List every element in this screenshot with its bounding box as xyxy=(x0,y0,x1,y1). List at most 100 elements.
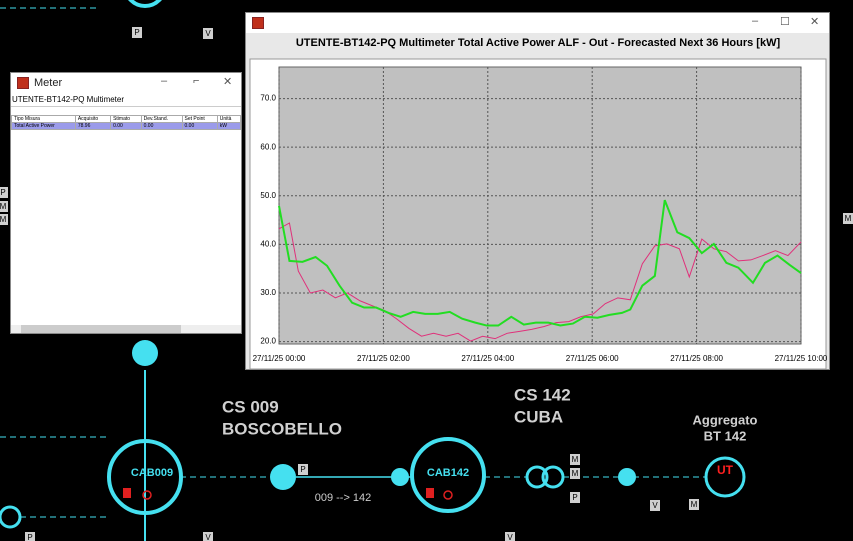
tag: P xyxy=(0,187,8,198)
tag: M xyxy=(843,213,853,224)
aggregate-label: BT 142 xyxy=(704,428,747,443)
tag: P xyxy=(298,464,308,475)
link-label: 009 --> 142 xyxy=(315,492,372,504)
y-tick-label: 60.0 xyxy=(260,142,276,151)
tag-box xyxy=(132,27,142,38)
tag-box xyxy=(0,201,8,212)
station-name: CUBA xyxy=(514,407,563,426)
tag-label: M xyxy=(845,214,852,223)
scrollbar[interactable] xyxy=(11,325,241,333)
table-row[interactable]: Total Active Power 78.96 0.00 0.00 0.00 kW xyxy=(11,122,242,130)
title-bar: Meter – ⌐ ✕ xyxy=(11,73,241,93)
table-cell: 0.00 xyxy=(140,122,183,130)
minimize[interactable]: – xyxy=(752,15,759,27)
tag-label: P xyxy=(27,533,32,541)
tag-box xyxy=(570,492,580,503)
tag-box xyxy=(570,468,580,479)
station-code: CS 142 xyxy=(514,385,571,404)
table-cell: 0.00 xyxy=(181,122,218,130)
tag-box xyxy=(203,532,213,541)
tag: M xyxy=(0,201,8,212)
tag: V xyxy=(203,28,213,39)
app-icon xyxy=(252,17,264,29)
station-code: CS 009 xyxy=(222,397,279,416)
node-circle xyxy=(0,505,22,529)
tag-label: P xyxy=(572,493,577,502)
x-tick-label: 27/11/25 06:00 xyxy=(566,354,619,363)
status-icon xyxy=(426,488,434,498)
close[interactable]: ✕ xyxy=(810,16,820,28)
status-icon xyxy=(123,488,131,498)
tag: P xyxy=(570,492,580,503)
tag-box xyxy=(25,532,35,541)
tag-box xyxy=(689,499,699,510)
column-header: Dev.Stand. xyxy=(140,115,183,123)
table-cell: 0.00 xyxy=(110,122,142,130)
plot-area xyxy=(278,66,802,345)
y-tick-label: 70.0 xyxy=(260,94,276,103)
tag-label: M xyxy=(691,500,698,509)
chart-window: – ☐ ✕ UTENTE-BT142-PQ Multimeter Total Act… xyxy=(245,12,830,370)
maximize[interactable]: ⌐ xyxy=(193,75,200,87)
app-icon xyxy=(17,77,29,89)
cab009-node[interactable] xyxy=(107,439,183,515)
node-label: CAB009 xyxy=(131,467,173,479)
tag-box xyxy=(650,500,660,511)
meter-subtitle: UTENTE-BT142-PQ Multimeter xyxy=(11,93,241,107)
tag: M xyxy=(689,499,699,510)
y-tick-label: 40.0 xyxy=(260,239,276,248)
column-header: Acquisito xyxy=(74,115,112,123)
tag: M xyxy=(570,454,580,465)
minimize[interactable]: – xyxy=(161,75,168,87)
series-line xyxy=(278,199,802,327)
tag-box xyxy=(298,464,308,475)
tag-label: V xyxy=(652,501,658,510)
tag-box xyxy=(0,214,8,225)
column-header: Unità xyxy=(216,115,242,123)
scroll-thumb[interactable] xyxy=(21,325,181,333)
x-tick-label: 27/11/25 10:00 xyxy=(775,354,828,363)
column-header: Set Point xyxy=(181,115,218,123)
transformer xyxy=(525,465,549,489)
cab142-node[interactable] xyxy=(410,437,486,513)
tag-box xyxy=(843,213,853,224)
tag: P xyxy=(25,532,35,541)
x-tick-label: 27/11/25 02:00 xyxy=(357,354,410,363)
maximize[interactable]: ☐ xyxy=(780,16,790,28)
meter-window: Meter – ⌐ ✕ UTENTE-BT142-PQ Multimeter Tip… xyxy=(10,72,242,334)
status-icon xyxy=(142,490,152,500)
tag-label: V xyxy=(205,29,211,38)
window-title: Meter xyxy=(34,77,63,89)
x-tick-label: 27/11/25 04:00 xyxy=(461,354,514,363)
breaker[interactable] xyxy=(270,464,296,490)
tag-box xyxy=(505,532,515,541)
status-icon xyxy=(443,490,453,500)
tag-label: V xyxy=(507,533,513,541)
close[interactable]: ✕ xyxy=(223,76,233,88)
tag: V xyxy=(505,532,515,541)
ut-node[interactable] xyxy=(704,456,746,498)
breakers xyxy=(132,340,636,490)
column-header: Stimato xyxy=(110,115,142,123)
node-label: UT xyxy=(717,463,734,477)
tag: P xyxy=(132,27,142,38)
tag: M xyxy=(0,214,8,225)
transformer xyxy=(541,465,565,489)
tag: V xyxy=(203,532,213,541)
y-tick-label: 20.0 xyxy=(260,337,276,346)
table-header: Tipo Misura Acquisito Stimato Dev.Stand. Set… xyxy=(11,115,242,123)
table-cell: kW xyxy=(216,122,242,130)
title-bar: – ☐ ✕ xyxy=(246,13,829,33)
y-tick-label: 50.0 xyxy=(260,191,276,200)
table-cell: Total Active Power xyxy=(11,122,76,130)
tag-label: P xyxy=(0,188,5,197)
node-label: CAB142 xyxy=(427,467,469,479)
breaker[interactable] xyxy=(391,468,409,486)
series-line xyxy=(278,222,802,342)
breaker[interactable] xyxy=(618,468,636,486)
breaker[interactable] xyxy=(132,340,158,366)
tag-label: M xyxy=(572,469,579,478)
tag-label: P xyxy=(300,465,305,474)
tag-label: M xyxy=(0,215,7,224)
table-cell: 78.96 xyxy=(74,122,112,130)
